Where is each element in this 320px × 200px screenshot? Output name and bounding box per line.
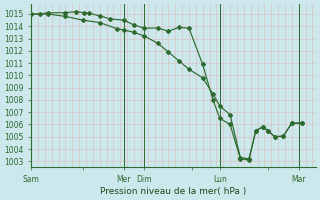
X-axis label: Pression niveau de la mer( hPa ): Pression niveau de la mer( hPa ) [100,187,247,196]
